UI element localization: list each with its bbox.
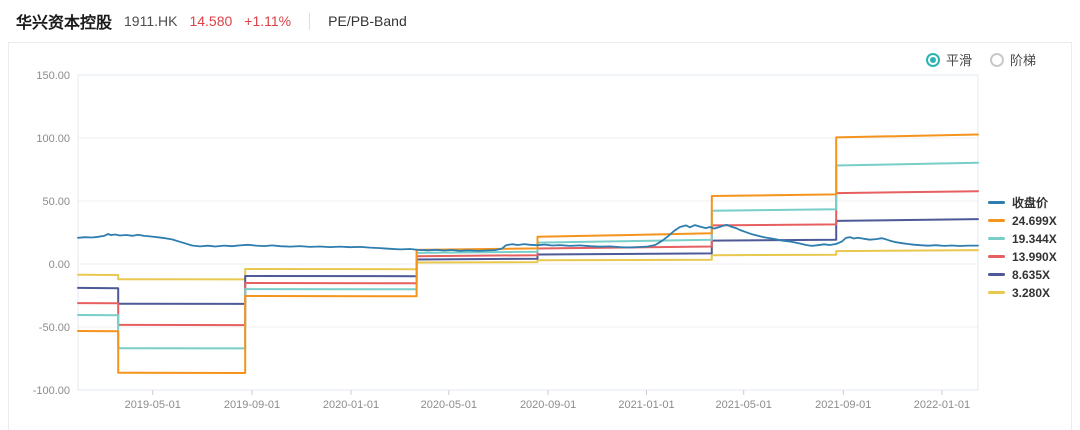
- x-axis-label: 2020-01-01: [323, 399, 379, 411]
- radio-unselected-icon[interactable]: [989, 52, 1004, 67]
- x-axis-label: 2020-05-01: [421, 399, 477, 411]
- legend-dash-icon: [988, 255, 1005, 258]
- series-line-8.635X: [77, 218, 979, 305]
- legend-item-3.280X[interactable]: 3.280X: [988, 285, 1057, 300]
- y-axis-label: -50.00: [39, 322, 70, 334]
- stock-title: 华兴资本控股: [16, 15, 113, 32]
- legend-item-收盘价[interactable]: 收盘价: [988, 196, 1057, 210]
- legend-item-8.635X[interactable]: 8.635X: [988, 267, 1057, 282]
- x-axis-label: 2021-05-01: [716, 399, 772, 411]
- legend-dash-icon: [988, 201, 1005, 204]
- radio-smooth-label: 平滑: [945, 53, 972, 68]
- plot-border: [77, 74, 979, 391]
- series-line-收盘价: [77, 223, 979, 252]
- y-axis-label: 150.00: [36, 70, 70, 82]
- line-mode-radio-group: 平滑 阶梯: [925, 50, 1036, 69]
- legend-label: 收盘价: [1012, 196, 1049, 210]
- header: 华兴资本控股 1911.HK 14.580 +1.11% PE/PB-Band: [16, 8, 407, 34]
- legend-label: 19.344X: [1012, 231, 1057, 246]
- y-axis-label: 100.00: [36, 133, 70, 145]
- legend-label: 13.990X: [1012, 249, 1057, 264]
- x-axis-label: 2019-05-01: [125, 399, 181, 411]
- tab-pe-pb-band[interactable]: PE/PB-Band: [328, 13, 407, 29]
- series-line-19.344X: [77, 161, 979, 350]
- y-axis-label: 0.00: [49, 259, 70, 271]
- legend-label: 3.280X: [1012, 285, 1051, 300]
- x-axis-label: 2019-09-01: [224, 399, 280, 411]
- series-line-3.280X: [77, 249, 979, 281]
- stock-ticker: 1911.HK: [124, 13, 178, 29]
- radio-selected-icon[interactable]: [925, 52, 940, 67]
- x-axis-label: 2022-01-01: [914, 399, 970, 411]
- x-axis-label: 2021-09-01: [815, 399, 871, 411]
- header-divider: [309, 12, 311, 30]
- y-axis-label: 50.00: [42, 196, 70, 208]
- y-axis-label: -100.00: [33, 385, 70, 397]
- legend-label: 8.635X: [1012, 267, 1051, 282]
- legend-dash-icon: [988, 237, 1005, 240]
- series-line-13.990X: [77, 190, 979, 327]
- series-line-24.699X: [77, 133, 979, 374]
- x-axis-label: 2020-09-01: [520, 399, 576, 411]
- legend-dash-icon: [988, 291, 1005, 294]
- chart-legend: 收盘价 24.699X 19.344X 13.990X 8.635X 3.280X: [988, 196, 1057, 300]
- legend-item-24.699X[interactable]: 24.699X: [988, 213, 1057, 228]
- stock-change: +1.11%: [244, 13, 292, 29]
- legend-item-13.990X[interactable]: 13.990X: [988, 249, 1057, 264]
- x-axis-label: 2021-01-01: [618, 399, 674, 411]
- legend-dash-icon: [988, 219, 1005, 222]
- legend-dash-icon: [988, 273, 1005, 276]
- stock-price: 14.580: [189, 13, 233, 29]
- legend-label: 24.699X: [1012, 213, 1057, 228]
- legend-item-19.344X[interactable]: 19.344X: [988, 231, 1057, 246]
- radio-step[interactable]: 阶梯: [989, 50, 1036, 69]
- radio-step-label: 阶梯: [1009, 53, 1036, 68]
- radio-smooth[interactable]: 平滑: [925, 50, 972, 69]
